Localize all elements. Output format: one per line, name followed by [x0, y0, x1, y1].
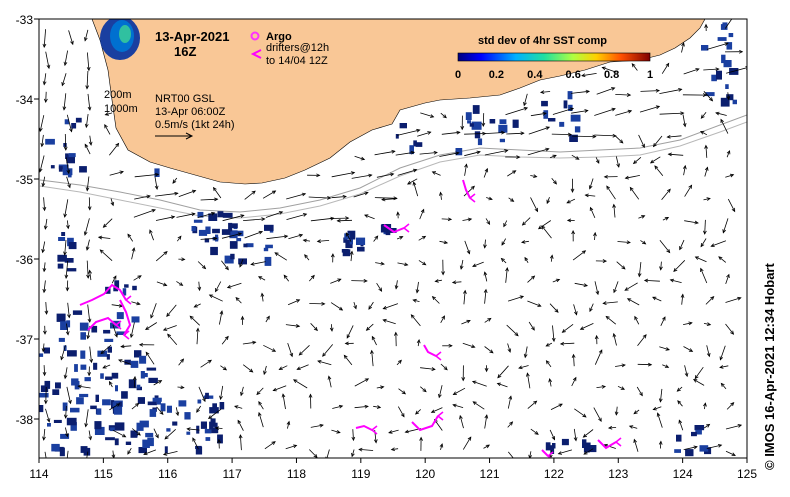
y-tick-label: -37: [16, 333, 34, 347]
y-tick-label: -34: [16, 93, 34, 107]
y-tick-label: -38: [16, 413, 34, 427]
velocity-source: NRT00 GSL: [155, 93, 215, 105]
colorbar: [458, 53, 650, 61]
x-tick-label: 121: [480, 467, 500, 481]
x-tick-label: 122: [544, 467, 564, 481]
sst-patch-nw: [100, 16, 140, 60]
x-tick-label: 125: [737, 467, 757, 481]
drifters-line1: drifters@12h: [266, 42, 329, 54]
colorbar-tick-label: 0.6: [566, 69, 581, 81]
colorbar-tick-label: 0.8: [604, 69, 619, 81]
map-date: 13-Apr-2021: [155, 29, 229, 44]
map-hour: 16Z: [174, 44, 196, 59]
colorbar-title: std dev of 4hr SST comp: [478, 35, 607, 47]
colorbar-tick-label: 0.4: [527, 69, 543, 81]
contour-label-1000m: 1000m: [104, 103, 138, 115]
y-tick-label: -35: [16, 173, 34, 187]
colorbar-tick-label: 0.2: [489, 69, 504, 81]
y-tick-label: -36: [16, 253, 34, 267]
drifters-line2: to 14/04 12Z: [266, 55, 328, 67]
x-tick-label: 115: [94, 467, 113, 481]
x-tick-label: 120: [415, 467, 435, 481]
velocity-scale-text: 0.5m/s (1kt 24h): [155, 119, 234, 131]
x-tick-label: 117: [223, 467, 242, 481]
y-axis: -33 -34 -35 -36 -37 -38: [16, 13, 39, 427]
contour-label-200m: 200m: [104, 89, 132, 101]
x-tick-label: 118: [287, 467, 306, 481]
x-tick-label: 119: [351, 467, 370, 481]
x-tick-label: 116: [158, 467, 177, 481]
velocity-time: 13-Apr 06:00Z: [155, 106, 226, 118]
colorbar-tick-label: 1: [647, 69, 653, 81]
x-tick-label: 124: [673, 467, 693, 481]
y-tick-label: -33: [16, 13, 34, 27]
credit-label: © IMOS 16-Apr-2021 12:34 Hobart: [762, 263, 777, 470]
x-tick-label: 123: [608, 467, 628, 481]
colorbar-tick-label: 0: [455, 69, 461, 81]
x-axis: 114 115 116 117 118 119 120 121 122 123 124 125: [29, 458, 757, 481]
x-tick-label: 114: [29, 467, 48, 481]
